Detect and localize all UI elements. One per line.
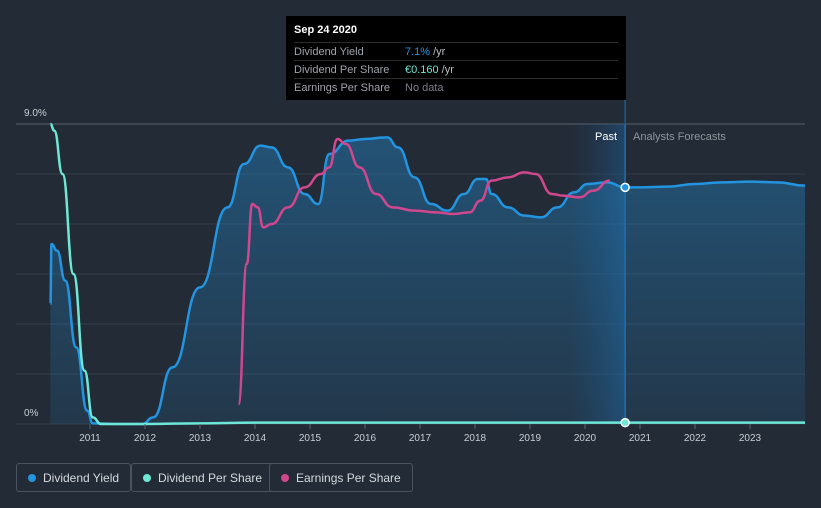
legend-dividend-yield[interactable]: Dividend Yield (16, 463, 132, 492)
legend-dot-icon (143, 473, 151, 482)
x-tick-label: 2017 (409, 433, 432, 444)
x-tick-label: 2013 (189, 433, 212, 444)
x-tick-label: 2015 (299, 433, 322, 444)
x-tick-label: 2022 (684, 433, 707, 444)
x-tick-label: 2020 (574, 433, 597, 444)
x-tick-label: 2014 (244, 433, 267, 444)
tooltip-row-dividend-per-share: Dividend Per Share €0.160 /yr (294, 60, 618, 78)
tooltip-value: No data (405, 81, 444, 94)
x-tick-label: 2016 (354, 433, 377, 444)
tooltip-date: Sep 24 2020 (294, 24, 357, 36)
legend-dot-icon (281, 473, 289, 482)
legend-label: Dividend Per Share (158, 470, 263, 485)
tooltip-label: Earnings Per Share (294, 81, 390, 94)
x-tick-label: 2023 (739, 433, 762, 444)
dividend-yield-marker (620, 182, 630, 193)
tooltip-label: Dividend Yield (294, 45, 364, 58)
past-label: Past (595, 131, 617, 143)
legend-label: Dividend Yield (43, 470, 120, 485)
forecast-label: Analysts Forecasts (633, 131, 726, 143)
tooltip-label: Dividend Per Share (294, 63, 390, 76)
series-layer (49, 100, 806, 428)
tooltip-row-dividend-yield: Dividend Yield 7.1% /yr (294, 42, 618, 60)
tooltip-value: 7.1% (405, 45, 431, 58)
x-tick-label: 2012 (134, 433, 157, 444)
legend-earnings-per-share[interactable]: Earnings Per Share (269, 463, 413, 492)
y-tick-label-max: 9.0% (24, 108, 47, 119)
dividend-per-share-line (49, 122, 805, 426)
dividend-per-share-marker (620, 417, 630, 428)
tooltip-row-earnings-per-share: Earnings Per Share No data (294, 78, 618, 96)
x-tick-label: 2018 (464, 433, 487, 444)
x-tick-label: 2011 (79, 433, 101, 444)
tooltip-value: €0.160 (405, 63, 439, 76)
x-axis: 2011 2012 2013 2014 2015 2016 2017 2018 2019 2020… (79, 424, 762, 444)
tooltip-unit: /yr (433, 45, 446, 58)
dividend-yield-area (50, 137, 805, 425)
legend-dividend-per-share[interactable]: Dividend Per Share (131, 463, 275, 492)
legend-label: Earnings Per Share (296, 470, 401, 485)
x-tick-label: 2019 (519, 433, 542, 444)
x-tick-label: 2021 (629, 433, 652, 444)
earnings-per-share-line (237, 137, 610, 406)
legend-dot-icon (28, 473, 36, 482)
tooltip: Sep 24 2020 Dividend Yield 7.1% /yr Divi… (286, 16, 626, 100)
tooltip-unit: /yr (441, 63, 454, 76)
y-tick-label-min: 0% (24, 408, 39, 419)
